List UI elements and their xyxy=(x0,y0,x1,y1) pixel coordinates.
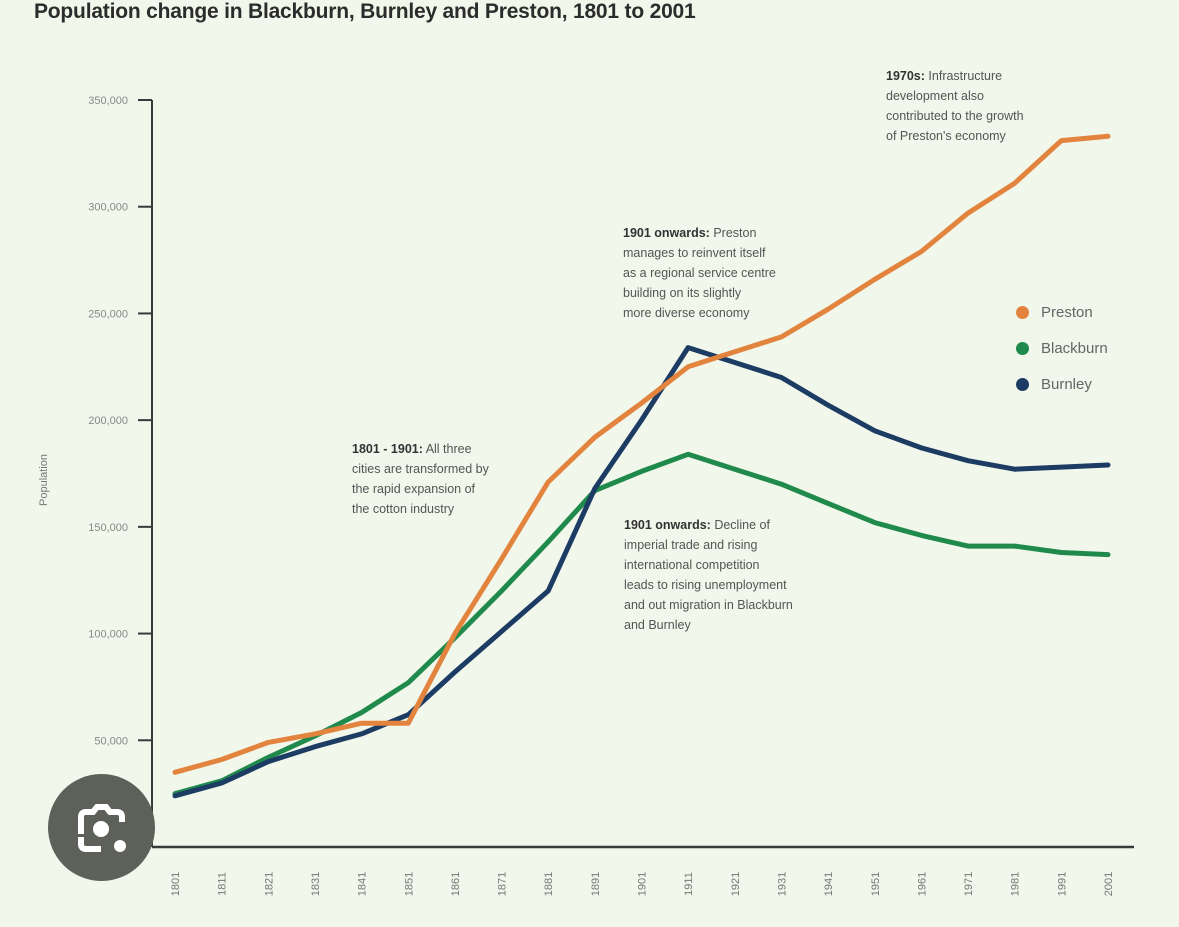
annotation-text: and out migration in Blackburn xyxy=(624,598,793,612)
y-tick-label: 100,000 xyxy=(88,629,128,641)
x-tick-label: 1851 xyxy=(403,872,415,896)
annotation-text: cities are transformed by xyxy=(352,462,489,476)
annotation-text: Infrastructure xyxy=(928,69,1003,83)
series-lines xyxy=(172,133,1111,799)
annotation-decline-1901: 1901 onwards: Decline of imperial trade … xyxy=(624,515,793,635)
x-tick-label: 1911 xyxy=(683,872,695,896)
legend-item-burnley: Burnley xyxy=(1016,366,1108,402)
annotation-preston-1901: 1901 onwards: Preston manages to reinven… xyxy=(623,223,776,323)
annotation-bold: 1970s: xyxy=(886,69,925,83)
y-axis-label: Population xyxy=(38,454,50,506)
x-tick-label: 1881 xyxy=(543,872,555,896)
y-tick-label: 250,000 xyxy=(88,308,128,320)
x-tick-label: 1901 xyxy=(637,872,649,896)
legend-label: Blackburn xyxy=(1041,339,1108,357)
legend-marker xyxy=(1016,341,1029,355)
annotation-text: development also xyxy=(886,89,984,103)
y-tick-label: 300,000 xyxy=(88,202,128,214)
x-tick-label: 1831 xyxy=(310,872,322,896)
legend-label: Burnley xyxy=(1041,375,1092,393)
annotation-bold: 1901 onwards: xyxy=(623,226,710,240)
legend-label: Preston xyxy=(1041,303,1093,321)
x-tick-label: 1921 xyxy=(730,872,742,896)
annotation-text: the cotton industry xyxy=(352,502,455,516)
x-tick-label: 1951 xyxy=(870,872,882,896)
x-tick-label: 2001 xyxy=(1103,872,1115,896)
x-tick-label: 1891 xyxy=(590,872,602,896)
x-tick-label: 1821 xyxy=(263,872,275,896)
chart-title: Population change in Blackburn, Burnley … xyxy=(34,0,696,23)
annotation-1970s: 1970s: Infrastructure development also c… xyxy=(886,66,1024,146)
legend: Preston Blackburn Burnley xyxy=(1016,294,1108,402)
axes: 50,000 100,000 150,000 200,000 250,000 300,00… xyxy=(88,95,1134,896)
series-line-preston xyxy=(172,133,1111,775)
annotation-text: building on its slightly xyxy=(623,286,742,300)
x-tick-label: 1941 xyxy=(823,872,835,896)
annotation-text: manages to reinvent itself xyxy=(623,246,766,260)
x-tick-label: 1871 xyxy=(497,872,509,896)
legend-marker xyxy=(1016,377,1029,391)
annotation-text: and Burnley xyxy=(624,618,691,632)
x-tick-label: 1981 xyxy=(1010,872,1022,896)
x-tick-label: 1841 xyxy=(357,872,369,896)
annotation-bold: 1801 - 1901: xyxy=(352,442,423,456)
x-tick-label: 1931 xyxy=(776,872,788,896)
annotation-bold: 1901 onwards: xyxy=(624,518,711,532)
annotation-1801-1901: 1801 - 1901: All three cities are transf… xyxy=(352,439,489,519)
y-tick-label: 50,000 xyxy=(94,735,128,747)
google-lens-button[interactable] xyxy=(48,774,155,881)
series-line-burnley xyxy=(172,345,1111,799)
annotation-text: All three xyxy=(425,442,472,456)
x-tick-label: 1991 xyxy=(1056,872,1068,896)
x-tick-label: 1971 xyxy=(963,872,975,896)
x-tick-label: 1861 xyxy=(450,872,462,896)
annotation-text: Preston xyxy=(713,226,757,240)
legend-item-blackburn: Blackburn xyxy=(1016,330,1108,366)
x-tick-label: 1961 xyxy=(916,872,928,896)
annotation-text: leads to rising unemployment xyxy=(624,578,787,592)
legend-marker xyxy=(1016,305,1029,319)
y-tick-label: 200,000 xyxy=(88,415,128,427)
annotation-text: international competition xyxy=(624,558,760,572)
annotation-text: the rapid expansion of xyxy=(352,482,476,496)
annotation-text: of Preston's economy xyxy=(886,129,1006,143)
google-lens-icon xyxy=(78,804,126,852)
annotation-text: imperial trade and rising xyxy=(624,538,758,552)
y-tick-label: 150,000 xyxy=(88,522,128,534)
annotation-text: as a regional service centre xyxy=(623,266,776,280)
annotation-text: more diverse economy xyxy=(623,306,750,320)
y-tick-label: 350,000 xyxy=(88,95,128,107)
x-tick-label: 1811 xyxy=(217,872,229,896)
legend-item-preston: Preston xyxy=(1016,294,1108,330)
annotation-text: contributed to the growth xyxy=(886,109,1024,123)
annotation-text: Decline of xyxy=(714,518,770,532)
x-tick-label: 1801 xyxy=(170,872,182,896)
